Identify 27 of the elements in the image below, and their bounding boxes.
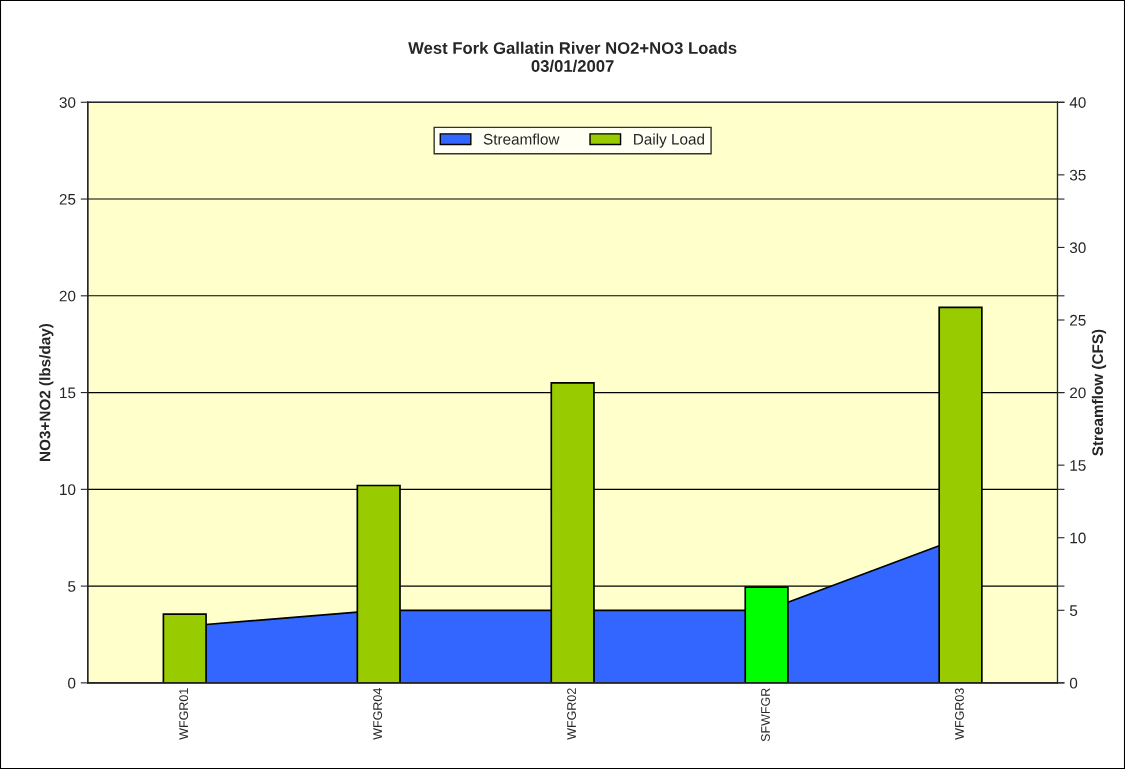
y2-tick-label: 10 — [1070, 532, 1086, 544]
y-tick-label: 20 — [59, 290, 76, 302]
y2-tick-label: 35 — [1069, 169, 1086, 181]
y2-tick-label: 0 — [1069, 677, 1078, 689]
x-tick-label: WFGR04 — [373, 688, 383, 740]
x-tick-label: WFGR02 — [567, 688, 576, 740]
chart-subtitle: 03/01/2007 — [531, 59, 614, 73]
y2-tick-label: 25 — [1070, 314, 1086, 326]
x-tick-label: SFWFGR — [761, 688, 770, 742]
y-tick-label: 15 — [60, 387, 76, 399]
y-tick-label: 5 — [68, 581, 76, 592]
y2-tick-label: 30 — [1069, 242, 1086, 254]
y2-tick-label: 40 — [1069, 97, 1086, 108]
chart-title: West Fork Gallatin River NO2+NO3 Loads — [408, 41, 737, 54]
legend-label: Streamflow — [483, 133, 560, 145]
y2-tick-label: 15 — [1070, 460, 1086, 471]
x-tick-label: WFGR01 — [179, 688, 189, 740]
legend-label: Daily Load — [634, 133, 704, 148]
x-tick-label: WFGR03 — [955, 688, 964, 740]
y2-axis-title: Streamflow (CFS) — [1091, 329, 1107, 456]
y-tick-label: 30 — [59, 97, 76, 108]
y-tick-label: 25 — [59, 193, 76, 205]
y-axis-title: NO3+NO2 (lbs/day) — [39, 323, 54, 461]
y2-tick-label: 5 — [1069, 605, 1078, 616]
y2-tick-label: 20 — [1070, 387, 1086, 399]
y-tick-label: 10 — [60, 484, 76, 496]
y-tick-label: 0 — [68, 677, 76, 689]
